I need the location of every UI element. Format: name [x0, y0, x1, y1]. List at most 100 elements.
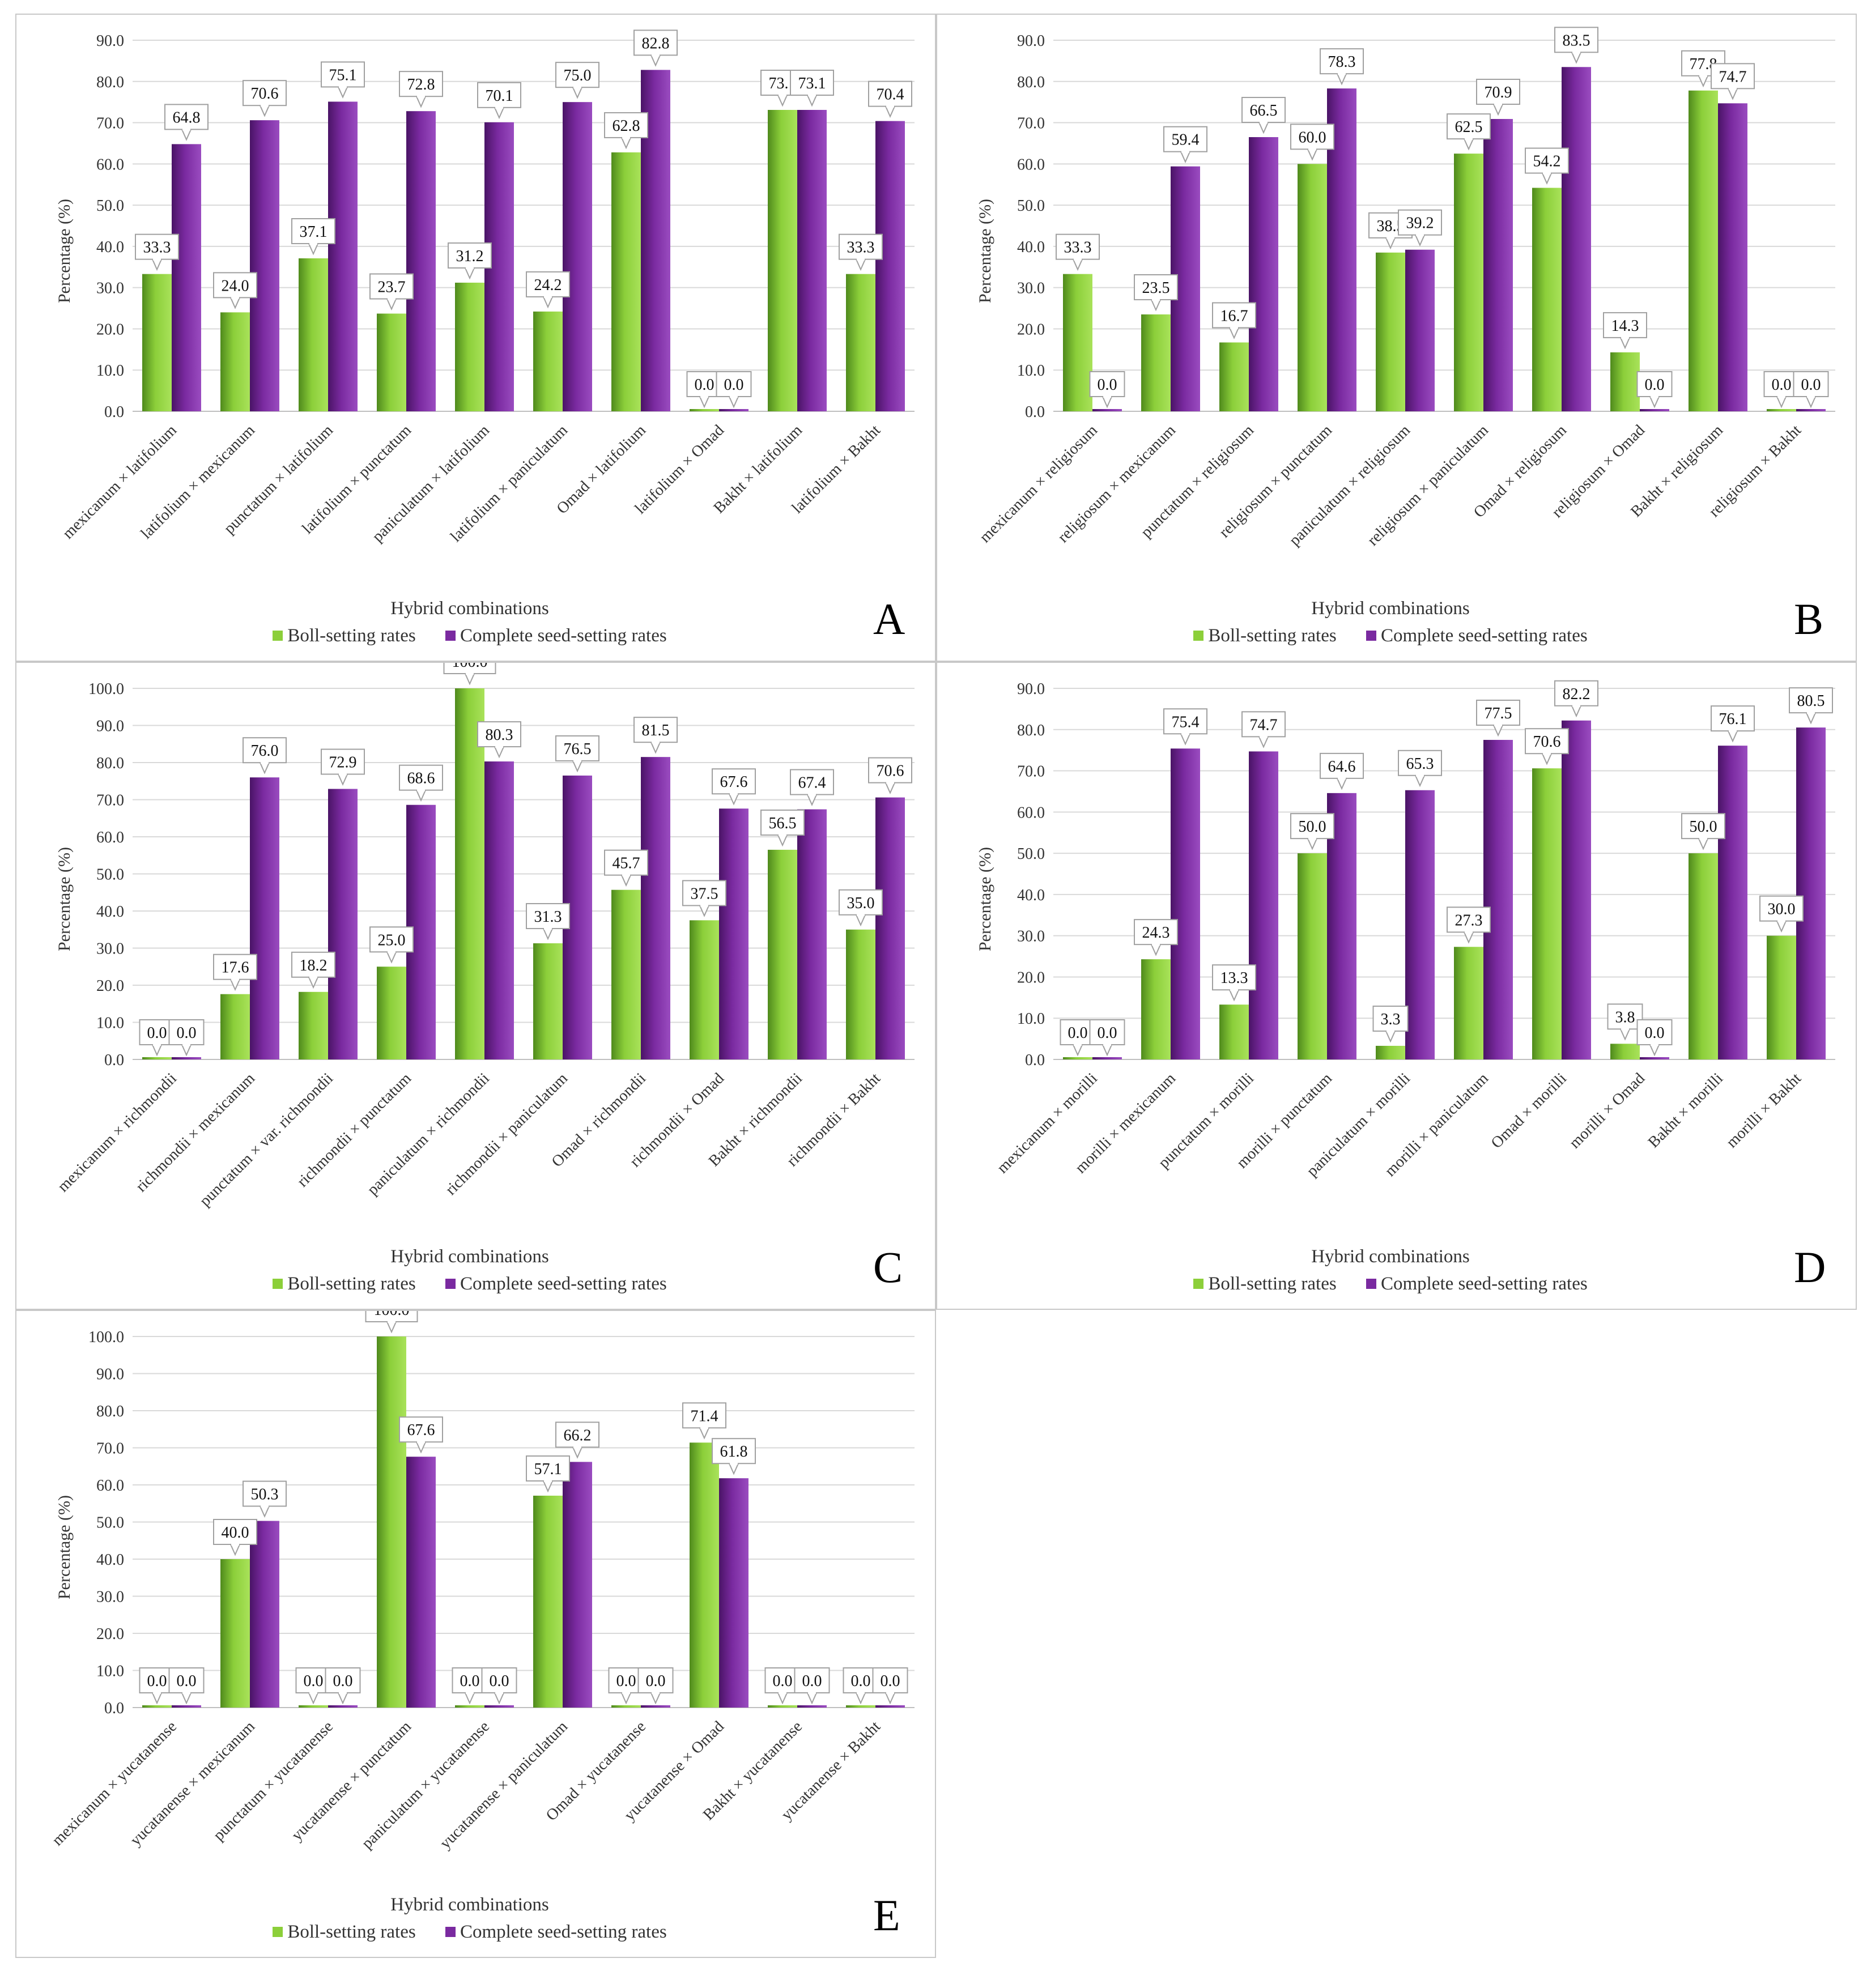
x-category-label: punctatum × var. richmondii	[196, 1070, 337, 1210]
boll-data-label: 45.7	[604, 849, 648, 887]
seed-setting-bar	[1562, 720, 1591, 1059]
seed-setting-bar	[1718, 746, 1747, 1059]
svg-text:73.1: 73.1	[798, 75, 826, 92]
seed-data-label: 0.0	[1089, 1019, 1125, 1057]
seed-data-label: 0.0	[168, 1667, 205, 1705]
svg-text:14.3: 14.3	[1611, 317, 1639, 335]
boll-setting-bar	[1298, 853, 1327, 1059]
seed-setting-bar	[250, 777, 279, 1059]
seed-setting-bar	[563, 102, 592, 411]
boll-setting-bar	[533, 1495, 563, 1708]
panel-letter: C	[873, 1242, 903, 1292]
seed-data-label: 82.2	[1554, 680, 1598, 718]
boll-setting-bar	[1532, 188, 1562, 411]
svg-text:0.0: 0.0	[147, 1672, 167, 1690]
boll-data-label: 0.0	[452, 1667, 488, 1705]
legend-seed-swatch	[445, 631, 456, 641]
seed-setting-bar	[1796, 727, 1826, 1059]
seed-setting-bar	[484, 761, 514, 1059]
panel-letter: B	[1794, 594, 1824, 644]
seed-data-label: 78.3	[1320, 48, 1364, 86]
x-category-label: morilli × Bakht	[1723, 1070, 1805, 1151]
boll-data-label: 0.0	[295, 1667, 331, 1705]
svg-text:70.4: 70.4	[877, 86, 904, 104]
boll-data-label: 27.3	[1447, 906, 1491, 944]
svg-text:82.2: 82.2	[1563, 686, 1590, 703]
y-tick-label: 70.0	[96, 115, 124, 133]
seed-data-label: 70.4	[868, 80, 912, 118]
y-tick-label: 70.0	[1017, 115, 1045, 133]
svg-text:0.0: 0.0	[646, 1672, 666, 1690]
legend-boll-label: Boll-setting rates	[1208, 1274, 1337, 1294]
svg-text:68.6: 68.6	[407, 770, 435, 787]
svg-text:82.8: 82.8	[642, 35, 670, 52]
legend-seed-label: Complete seed-setting rates	[460, 1274, 667, 1294]
svg-text:78.3: 78.3	[1328, 53, 1356, 71]
boll-setting-bar	[1298, 164, 1327, 411]
seed-setting-bar	[641, 757, 670, 1059]
seed-data-label: 0.0	[637, 1667, 674, 1705]
boll-data-label: 62.5	[1447, 113, 1491, 151]
seed-data-label: 61.8	[712, 1438, 756, 1475]
boll-setting-bar	[220, 994, 250, 1059]
svg-text:70.9: 70.9	[1485, 84, 1512, 101]
seed-data-label: 65.3	[1398, 750, 1442, 787]
y-tick-label: 30.0	[1017, 928, 1045, 946]
seed-setting-bar	[1483, 119, 1513, 411]
legend-boll-swatch	[1193, 1279, 1204, 1289]
svg-text:0.0: 0.0	[460, 1672, 480, 1690]
boll-data-label: 100.0	[365, 1311, 418, 1334]
seed-data-label: 59.4	[1163, 126, 1207, 164]
svg-text:0.0: 0.0	[177, 1672, 197, 1690]
y-tick-label: 100.0	[88, 680, 124, 698]
boll-data-label: 40.0	[213, 1519, 257, 1556]
svg-text:0.0: 0.0	[1098, 1024, 1117, 1042]
svg-text:72.9: 72.9	[329, 754, 357, 772]
legend: Boll-setting rates Complete seed-setting…	[16, 625, 923, 646]
legend-boll-swatch	[273, 1927, 283, 1938]
svg-text:62.8: 62.8	[613, 117, 640, 135]
seed-data-label: 0.0	[794, 1667, 830, 1705]
y-tick-label: 60.0	[96, 156, 124, 173]
legend-seed-swatch	[445, 1927, 456, 1938]
boll-setting-bar	[768, 1705, 797, 1708]
svg-text:75.1: 75.1	[329, 66, 357, 84]
boll-setting-bar	[142, 1705, 172, 1708]
seed-data-label: 0.0	[1089, 371, 1125, 408]
chart-panel-e: 0.0 10.0 20.0 30.0 40.0 50.0 60.0 70.0 80.0 90.0 1…	[15, 1310, 936, 1958]
seed-setting-bar	[1249, 137, 1278, 411]
seed-setting-bar	[1092, 409, 1122, 411]
seed-setting-bar	[1718, 103, 1747, 412]
seed-data-label: 0.0	[1636, 371, 1673, 408]
svg-text:83.5: 83.5	[1563, 32, 1590, 49]
svg-text:0.0: 0.0	[333, 1672, 353, 1690]
y-tick-label: 40.0	[96, 239, 124, 256]
svg-text:24.3: 24.3	[1142, 924, 1170, 942]
legend: Boll-setting rates Complete seed-setting…	[16, 1922, 923, 1943]
legend-boll: Boll-setting rates	[1193, 1274, 1337, 1295]
seed-data-label: 83.5	[1554, 27, 1598, 64]
x-category-label: morilli × Omad	[1566, 1070, 1648, 1152]
svg-text:75.4: 75.4	[1172, 713, 1200, 731]
boll-data-label: 0.0	[1060, 1019, 1096, 1057]
legend-seed-swatch	[445, 1279, 456, 1289]
y-axis-title: Percentage (%)	[55, 198, 74, 304]
chart-panel-c: 0.0 10.0 20.0 30.0 40.0 50.0 60.0 70.0 80.0 90.0 1…	[15, 662, 936, 1310]
y-tick-label: 60.0	[96, 1477, 124, 1495]
chart-b-svg: 0.0 10.0 20.0 30.0 40.0 50.0 60.0 70.0 80.0 90.0 3…	[976, 27, 1835, 550]
y-tick-label: 80.0	[1017, 722, 1045, 739]
svg-text:76.5: 76.5	[564, 740, 592, 758]
boll-data-label: 37.5	[682, 880, 726, 917]
svg-text:0.0: 0.0	[881, 1672, 900, 1690]
legend-boll-label: Boll-setting rates	[287, 625, 416, 646]
boll-setting-bar	[455, 688, 484, 1059]
legend-boll-label: Boll-setting rates	[1208, 625, 1337, 646]
boll-setting-bar	[1767, 409, 1796, 411]
boll-data-label: 35.0	[839, 889, 883, 927]
chart-panel-d: 0.0 10.0 20.0 30.0 40.0 50.0 60.0 70.0 80.0 90.0 0…	[936, 662, 1857, 1310]
x-category-label: Bakht × morilli	[1645, 1070, 1726, 1151]
seed-setting-bar	[641, 1705, 670, 1708]
svg-text:54.2: 54.2	[1533, 153, 1561, 171]
seed-data-label: 0.0	[1793, 371, 1829, 408]
boll-data-label: 37.1	[291, 218, 335, 256]
